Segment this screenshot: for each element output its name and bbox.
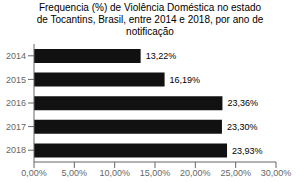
- svg-text:16,19%: 16,19%: [170, 75, 201, 85]
- svg-text:13,22%: 13,22%: [146, 51, 177, 61]
- svg-text:2017: 2017: [6, 122, 26, 132]
- svg-text:20,00%: 20,00%: [180, 168, 211, 178]
- svg-text:5,00%: 5,00%: [62, 168, 88, 178]
- svg-text:25,00%: 25,00%: [220, 168, 251, 178]
- svg-text:2014: 2014: [6, 51, 26, 61]
- svg-text:2015: 2015: [6, 75, 26, 85]
- svg-text:0,00%: 0,00%: [21, 168, 47, 178]
- svg-text:15,00%: 15,00%: [140, 168, 171, 178]
- svg-text:2018: 2018: [6, 145, 26, 155]
- html-text:Frequencia (%) de Violência Do: Frequencia (%) de Violência Doméstica no…: [36, 2, 264, 37]
- svg-text:23,36%: 23,36%: [227, 98, 258, 108]
- svg-text:30,00%: 30,00%: [261, 168, 292, 178]
- svg-text:10,00%: 10,00%: [99, 168, 130, 178]
- svg-text:23,30%: 23,30%: [227, 122, 258, 132]
- svg-text:23,93%: 23,93%: [232, 146, 263, 156]
- svg-text:2016: 2016: [6, 98, 26, 108]
